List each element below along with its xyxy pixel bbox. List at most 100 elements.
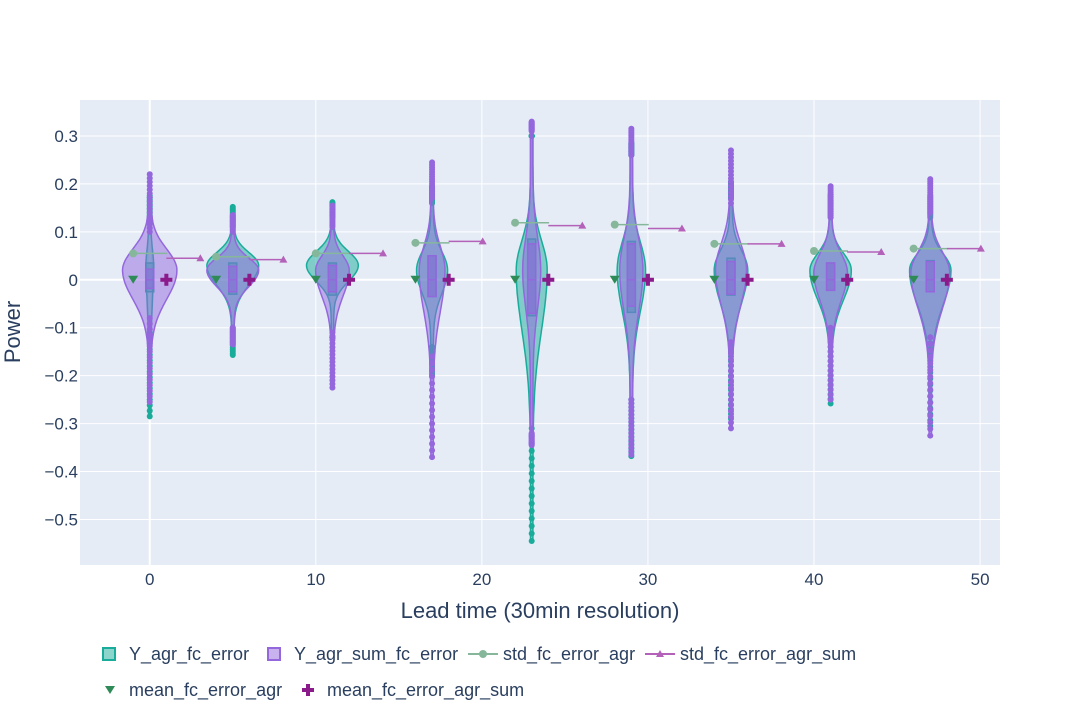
legend-swatch [267, 647, 281, 661]
violin-agr-sum-fc-error-outlier [528, 430, 535, 437]
violin-agr-sum-fc-error-outlier [727, 362, 734, 369]
violin-agr-sum-fc-error-outlier [827, 348, 834, 355]
y-tick-label: −0.4 [44, 463, 78, 482]
violin-agr-sum-fc-error-outlier [927, 419, 934, 426]
violin-agr-fc-error-outlier [528, 470, 535, 477]
violin-agr-sum-fc-error-outlier [927, 176, 934, 183]
violin-agr-sum-fc-error-outlier [827, 324, 834, 331]
violin-agr-sum-fc-error-outlier [927, 386, 934, 393]
violin-agr-fc-error-outlier [528, 462, 535, 469]
violin-agr-sum-fc-error-outlier [429, 413, 436, 420]
std-agr-sum-marker [196, 254, 205, 262]
mean-agr-marker [609, 275, 620, 284]
mean-agr-marker [510, 275, 521, 284]
violin-agr-fc-error-outlier [528, 447, 535, 454]
violin-agr-sum-fc-error-outlier [727, 373, 734, 380]
y-tick-label: 0.1 [54, 223, 78, 242]
violin-agr-sum-fc-error-outlier [727, 385, 734, 392]
x-tick-label: 30 [638, 570, 657, 589]
violin-agr-sum-fc-error-outlier [727, 379, 734, 386]
std-agr-sum-marker [478, 237, 487, 245]
std-agr-marker [810, 247, 819, 256]
violin-agr-sum-fc-error-outlier [727, 402, 734, 409]
violin-agr-sum-fc-error-outlier [429, 454, 436, 461]
legend-marker [656, 650, 664, 657]
violin-agr-sum-fc-error-outlier [146, 382, 153, 389]
violin-agr-fc-error-outlier [528, 530, 535, 537]
legend-label: Y_agr_sum_fc_error [294, 644, 458, 665]
y-axis-title: Power [0, 301, 25, 363]
violin-agr-sum-fc-error-outlier [927, 426, 934, 433]
x-tick-label: 10 [306, 570, 325, 589]
violin-agr-sum-fc-error-outlier [429, 387, 436, 394]
violin-agr-sum-fc-error-box [327, 264, 338, 293]
std-agr-sum-marker [578, 221, 587, 229]
violin-agr-sum-fc-error-outlier [429, 393, 436, 400]
violin-agr-sum-fc-error-outlier [628, 125, 635, 132]
std-agr-sum-marker [279, 255, 288, 263]
violin-agr-sum-fc-error-outlier [827, 391, 834, 398]
violin-agr-sum-fc-error-outlier [429, 360, 436, 367]
legend-item: mean_fc_error_agr [105, 680, 282, 701]
violin-agr-fc-error-outlier [528, 507, 535, 514]
violin-agr-sum-fc-error-outlier [927, 340, 934, 347]
violin-agr-sum-fc-error-outlier [146, 343, 153, 350]
legend: Y_agr_fc_error Y_agr_sum_fc_error std_fc_e… [102, 644, 856, 701]
violin-agr-sum-fc-error-box [825, 262, 836, 292]
plot-area [121, 118, 985, 545]
violin-agr-fc-error-outlier [528, 500, 535, 507]
legend-marker [306, 684, 310, 696]
mean-agr-marker [809, 275, 820, 284]
violin-agr-sum-fc-error-outlier [146, 171, 153, 178]
violin-agr-sum-fc-error-outlier [827, 343, 834, 350]
legend-label: std_fc_error_agr_sum [680, 644, 856, 665]
std-agr-marker [129, 249, 138, 258]
violin-agr-sum-fc-error-outlier [727, 350, 734, 357]
mean-agr-marker [709, 275, 720, 284]
mean-agr-sum-marker [745, 273, 750, 286]
violin-agr-sum-fc-error-outlier [429, 440, 436, 447]
std-agr-marker [212, 252, 221, 261]
violin-agr-sum-fc-error-outlier [927, 412, 934, 419]
violin-agr-sum-fc-error-outlier [229, 324, 236, 331]
violin-agr-sum-fc-error-outlier [429, 366, 436, 373]
violin-agr-sum-fc-error-box [626, 243, 637, 307]
y-tick-label: 0.3 [54, 127, 78, 146]
violin-agr-sum-fc-error-outlier [727, 413, 734, 420]
violin-agr-sum-fc-error-outlier [146, 387, 153, 394]
y-tick-label: 0.2 [54, 175, 78, 194]
legend-item: std_fc_error_agr [468, 644, 635, 665]
x-tick-label: 0 [145, 570, 154, 589]
violin-agr-sum-fc-error-outlier [927, 393, 934, 400]
x-tick-label: 40 [805, 570, 824, 589]
legend-label: std_fc_error_agr [503, 644, 635, 665]
violin-agr-sum-fc-error-outlier [146, 348, 153, 355]
violin-agr-sum-fc-error-outlier [727, 396, 734, 403]
violin-agr-sum-fc-error-outlier [827, 387, 834, 394]
violin-agr-sum-fc-error-outlier [727, 419, 734, 426]
violin-agr-sum-fc-error-outlier [827, 367, 834, 374]
violin-agr-sum-fc-error-outlier [827, 329, 834, 336]
violin-agr-sum-fc-error-box [427, 255, 437, 298]
violin-agr-sum-fc-error-outlier [727, 425, 734, 432]
x-axis-title: Lead time (30min resolution) [401, 598, 680, 623]
legend-label: Y_agr_fc_error [129, 644, 249, 665]
violin-agr-sum-fc-error-outlier [927, 432, 934, 439]
mean-agr-sum-marker [944, 273, 949, 286]
violin-agr-sum-fc-error-outlier [827, 334, 834, 341]
violin-agr-sum-fc-error-outlier [827, 353, 834, 360]
violin-agr-sum-fc-error-outlier [329, 329, 336, 336]
legend-swatch [102, 647, 116, 661]
violin-agr-sum-fc-error-outlier [927, 360, 934, 367]
violin-agr-fc-error-outlier [146, 407, 153, 414]
violin-agr-sum-fc-error-outlier [429, 407, 436, 414]
y-tick-label: −0.5 [44, 510, 78, 529]
y-tick-label: −0.1 [44, 319, 78, 338]
violin-agr-sum-fc-error-outlier [727, 390, 734, 397]
mean-agr-sum-marker [645, 273, 650, 286]
mean-agr-sum-marker [347, 273, 352, 286]
violin-agr-sum-fc-error-outlier [429, 380, 436, 387]
y-tick-label: −0.3 [44, 415, 78, 434]
mean-agr-sum-marker [546, 273, 551, 286]
violin-agr-fc-error-outlier [528, 515, 535, 522]
